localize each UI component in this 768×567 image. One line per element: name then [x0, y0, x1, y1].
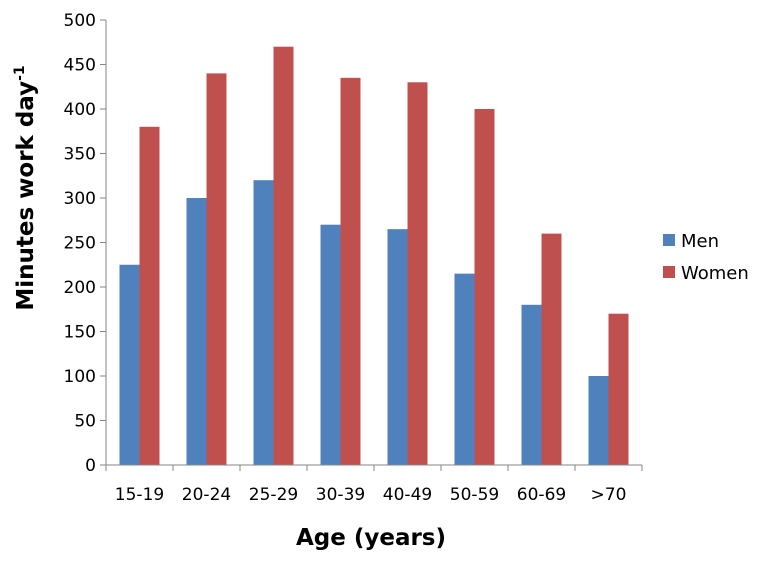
legend-swatch [663, 234, 675, 246]
axes-group [105, 20, 642, 466]
y-tick-label: 300 [64, 189, 96, 209]
bar-men [186, 198, 207, 465]
bar-men [588, 376, 609, 465]
x-tick-label: 20-24 [182, 485, 231, 505]
bar-women [273, 46, 294, 465]
bar-men [454, 273, 475, 465]
bar-women [139, 126, 160, 466]
bar-men [387, 229, 408, 465]
y-tick-label: 200 [64, 278, 96, 298]
y-axis-title: Minutes work day-1 [12, 65, 39, 310]
bar-men [320, 224, 341, 465]
x-tick-label: 60-69 [517, 485, 566, 505]
x-tick-label: 25-29 [249, 485, 298, 505]
bars-group [119, 46, 629, 466]
y-tick-label: 0 [85, 456, 96, 476]
bar-women [206, 73, 227, 466]
x-axis-title: Age (years) [296, 525, 446, 551]
y-tick-label: 400 [64, 100, 96, 120]
legend-label: Men [681, 231, 719, 252]
x-tick-label: 15-19 [115, 485, 164, 505]
bar-men [253, 180, 274, 465]
y-tick-label: 450 [64, 56, 96, 76]
x-tick-label: 40-49 [383, 485, 432, 505]
bar-women [608, 313, 629, 465]
bar-men [521, 304, 542, 465]
y-tick-label: 50 [74, 412, 96, 432]
x-ticks-group: 15-19 20-24 25-29 30-39 40-49 50-59 60-69 >70 [105, 465, 643, 505]
y-axis-title-superscript: -1 [12, 65, 28, 81]
legend: Men Women [663, 231, 749, 284]
bar-women [474, 109, 495, 465]
x-tick-label: 30-39 [316, 485, 365, 505]
bar-women [340, 77, 361, 465]
y-tick-label: 150 [64, 323, 96, 343]
y-tick-label: 100 [64, 367, 96, 387]
x-tick-label: >70 [591, 485, 627, 505]
legend-label: Women [681, 263, 749, 284]
y-tick-label: 500 [64, 11, 96, 31]
x-tick-label: 50-59 [450, 485, 499, 505]
y-tick-label: 350 [64, 145, 96, 165]
y-axis-title-main: Minutes work day [13, 81, 39, 311]
y-tick-label: 250 [64, 234, 96, 254]
bar-men [119, 264, 140, 465]
bar-women [541, 233, 562, 465]
legend-swatch [663, 266, 675, 278]
y-ticks-group: 0 50 100 150 200 250 300 350 400 450 500 [64, 11, 106, 476]
bar-women [407, 82, 428, 466]
